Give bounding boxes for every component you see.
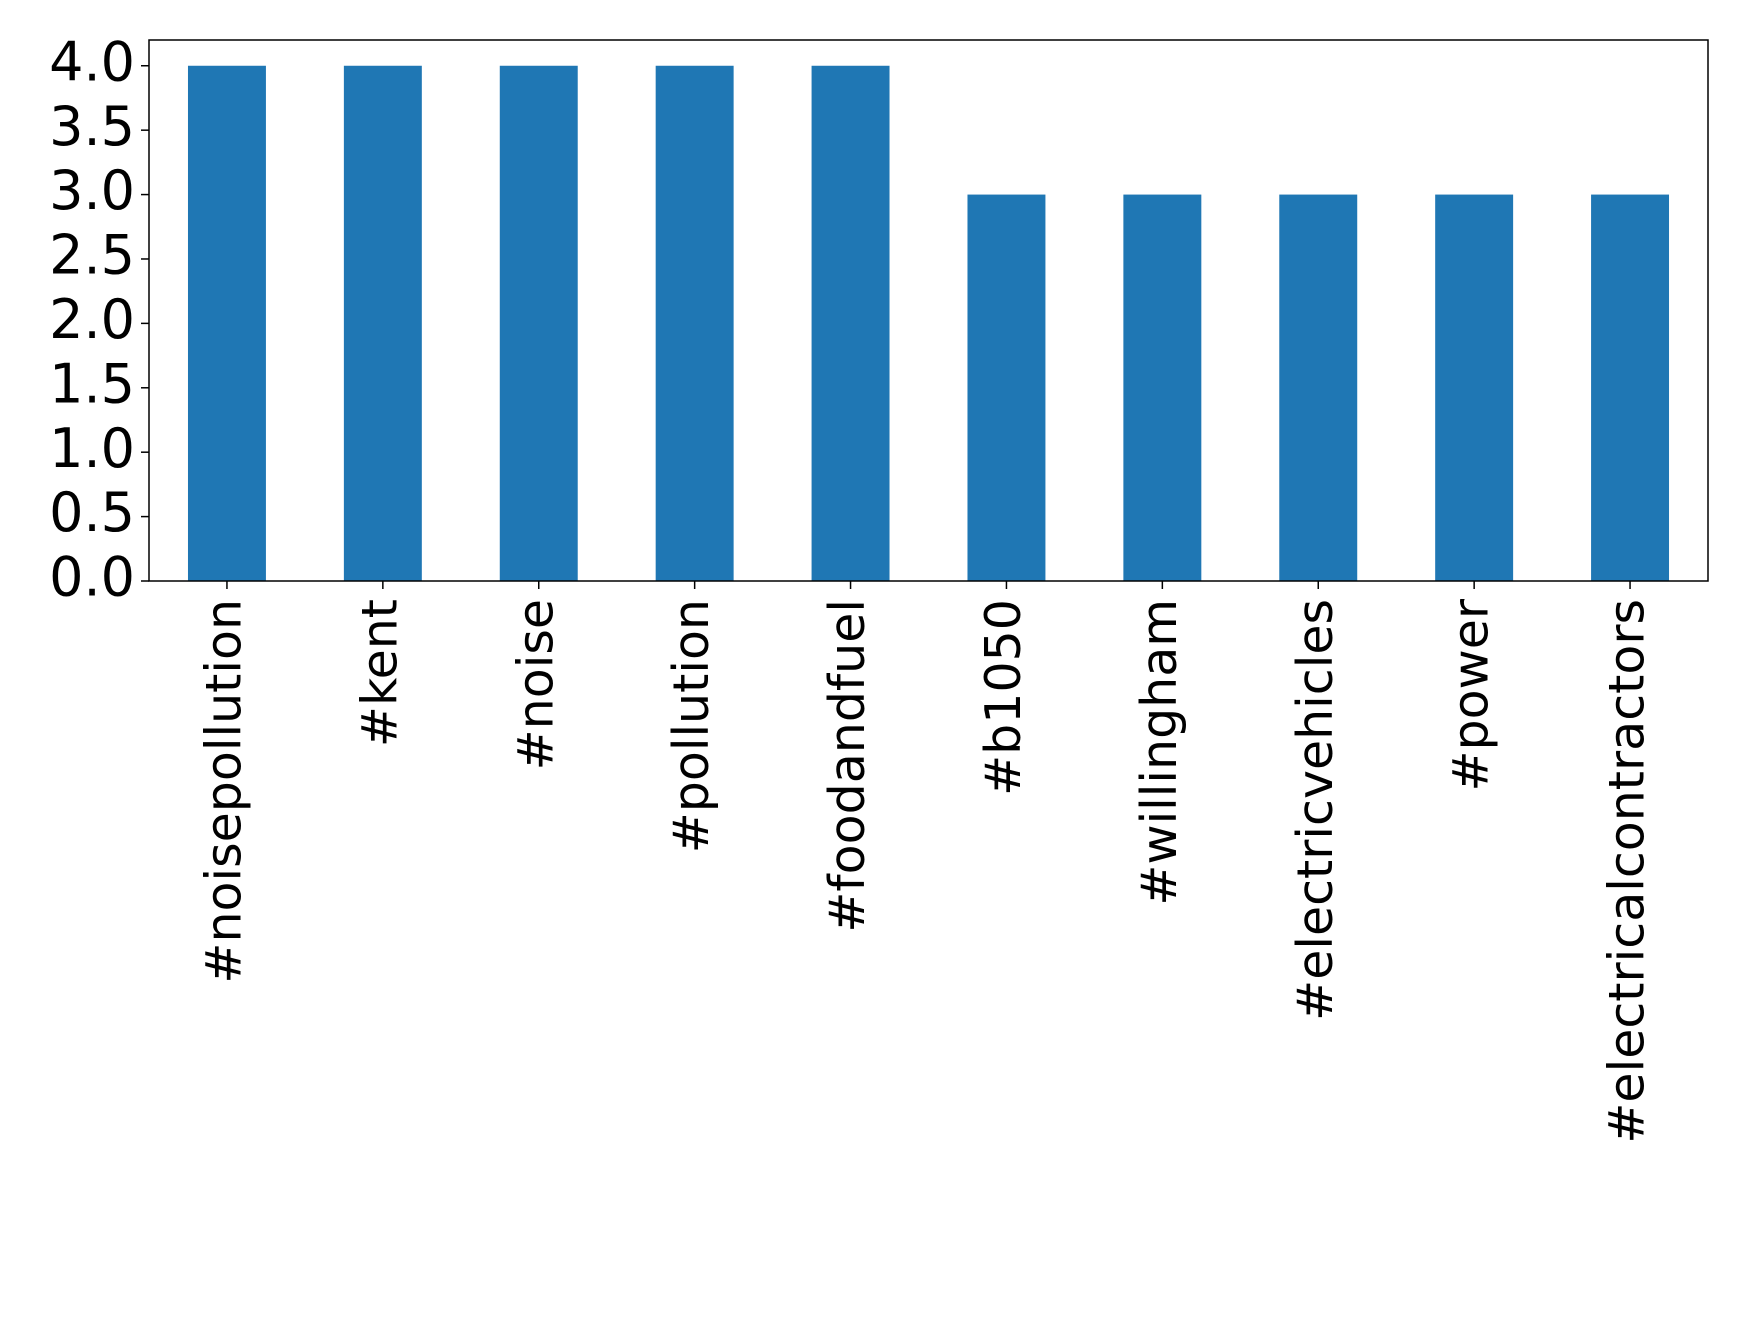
x-tick-label: #willingham bbox=[1131, 599, 1188, 906]
x-tick-label: #noisepollution bbox=[195, 599, 252, 984]
x-tick-label: #noise bbox=[507, 599, 564, 770]
x-tick-label: #b1050 bbox=[975, 599, 1032, 796]
y-tick-label: 3.5 bbox=[49, 95, 135, 158]
y-tick-label: 2.5 bbox=[49, 224, 135, 287]
bar bbox=[655, 65, 734, 581]
bar bbox=[1123, 194, 1202, 582]
x-tick-label: #kent bbox=[351, 599, 408, 747]
bar bbox=[1435, 194, 1514, 582]
y-tick-label: 1.5 bbox=[49, 352, 135, 415]
bar bbox=[1591, 194, 1670, 582]
y-tick-label: 0.0 bbox=[49, 546, 135, 609]
x-tick-label: #foodandfuel bbox=[819, 599, 876, 933]
y-tick-label: 4.0 bbox=[49, 30, 135, 93]
bar bbox=[343, 65, 422, 581]
bar bbox=[1279, 194, 1358, 582]
x-tick-label: #power bbox=[1443, 598, 1500, 791]
y-tick-label: 3.0 bbox=[49, 159, 135, 222]
plot-frame bbox=[148, 39, 1709, 582]
bar bbox=[187, 65, 266, 581]
y-tick-label: 1.0 bbox=[49, 417, 135, 480]
x-tick-label: #electricvehicles bbox=[1287, 599, 1344, 1021]
y-tick-label: 0.5 bbox=[49, 481, 135, 544]
x-tick-label: #pollution bbox=[663, 599, 720, 853]
y-tick-label: 2.0 bbox=[49, 288, 135, 351]
bar bbox=[967, 194, 1046, 582]
x-tick-label: #electricalcontractors bbox=[1599, 599, 1656, 1144]
bar bbox=[811, 65, 890, 581]
bar bbox=[499, 65, 578, 581]
